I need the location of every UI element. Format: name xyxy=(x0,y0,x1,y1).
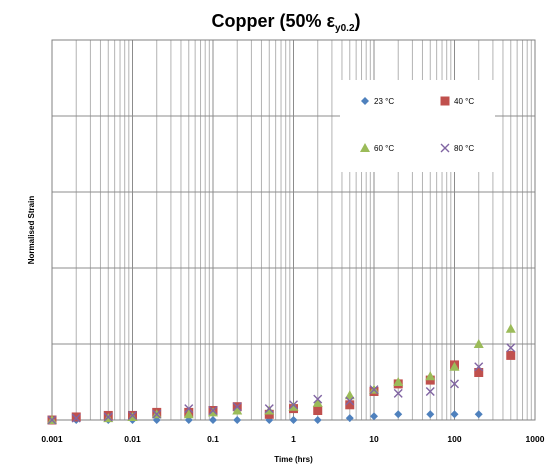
data-point xyxy=(288,401,299,411)
data-point xyxy=(474,368,484,377)
data-point xyxy=(425,387,435,396)
data-point xyxy=(506,343,516,353)
x-tick-label: 1000 xyxy=(526,434,545,444)
x-axis: 0.001 0.01 0.1 1 10 100 1000 xyxy=(41,434,544,444)
x-tick-label: 10 xyxy=(369,434,379,444)
data-point xyxy=(394,410,403,419)
data-point xyxy=(289,416,298,424)
data-point xyxy=(393,388,403,398)
data-point xyxy=(505,323,516,333)
data-point xyxy=(264,405,275,415)
data-point xyxy=(369,385,379,395)
data-point xyxy=(312,397,323,407)
legend-marker xyxy=(440,96,450,106)
legend-label: 60 °C xyxy=(374,144,394,153)
x-tick-label: 0.01 xyxy=(124,434,141,444)
data-point xyxy=(474,410,483,419)
data-point xyxy=(233,416,242,424)
x-tick-label: 100 xyxy=(447,434,461,444)
grid xyxy=(51,39,535,421)
series-x xyxy=(47,343,516,425)
x-tick-label: 0.1 xyxy=(207,434,219,444)
legend-marker xyxy=(440,143,450,153)
data-point xyxy=(450,379,459,389)
data-point xyxy=(289,400,298,410)
data-point xyxy=(152,409,162,419)
chart-title-main: Copper (50% ε xyxy=(211,11,335,31)
legend-marker xyxy=(361,97,369,105)
data-point xyxy=(71,413,81,423)
data-point xyxy=(47,415,57,425)
data-point xyxy=(103,412,113,422)
data-point xyxy=(506,350,516,360)
legend-background xyxy=(340,80,495,172)
legend-marker xyxy=(360,143,370,152)
data-point xyxy=(345,396,355,406)
data-point xyxy=(183,409,194,419)
data-point xyxy=(313,394,323,404)
y-axis-label: Normalised Strain xyxy=(27,196,36,265)
data-markers xyxy=(47,323,516,425)
chart-title-end: ) xyxy=(355,11,361,31)
legend-label: 40 °C xyxy=(454,97,474,106)
data-point xyxy=(425,371,436,381)
x-tick-label: 1 xyxy=(291,434,296,444)
data-point xyxy=(474,362,484,372)
legend: 23 °C 40 °C 60 °C 80 °C xyxy=(340,80,495,172)
data-point xyxy=(264,404,274,414)
data-point xyxy=(232,405,243,415)
data-point xyxy=(393,377,404,386)
data-point xyxy=(71,412,81,422)
data-point xyxy=(449,361,460,371)
data-point xyxy=(345,414,354,423)
data-point xyxy=(345,400,355,410)
data-point xyxy=(426,410,435,419)
data-point xyxy=(208,406,218,415)
x-tick-label: 0.001 xyxy=(41,434,63,444)
data-point xyxy=(313,416,322,424)
data-point xyxy=(128,410,137,420)
chart-title-subscript: y0.2 xyxy=(335,23,355,34)
data-point xyxy=(208,407,218,417)
data-point xyxy=(473,339,484,348)
data-point xyxy=(344,390,355,400)
chart-title: Copper (50% εy0.2) xyxy=(211,11,360,34)
data-point xyxy=(370,412,378,421)
data-point xyxy=(209,416,217,424)
x-axis-label: Time (hrs) xyxy=(274,455,313,464)
data-point xyxy=(184,404,194,414)
legend-label: 80 °C xyxy=(454,144,474,153)
legend-label: 23 °C xyxy=(374,97,394,106)
data-point xyxy=(313,406,323,415)
data-point xyxy=(450,410,459,419)
data-point xyxy=(232,402,242,412)
